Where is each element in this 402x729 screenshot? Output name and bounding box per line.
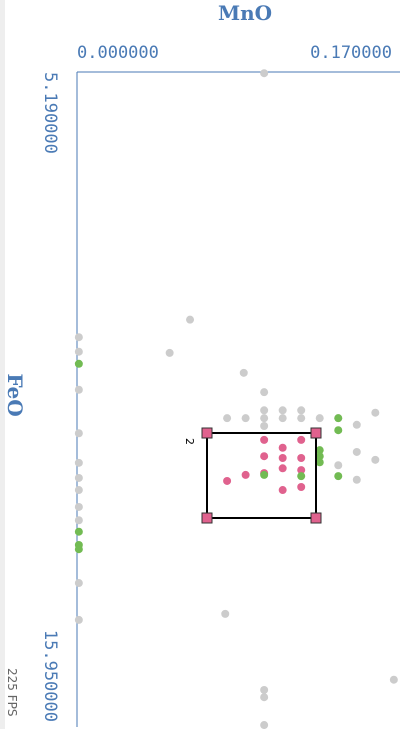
point	[260, 693, 269, 702]
handle[interactable]	[201, 427, 213, 439]
point	[74, 516, 83, 525]
point	[74, 333, 83, 342]
point	[297, 454, 306, 463]
point	[260, 421, 269, 430]
point	[297, 414, 306, 423]
point	[221, 609, 230, 618]
point	[260, 685, 269, 694]
point	[239, 368, 248, 377]
selection-box[interactable]	[206, 432, 317, 519]
point	[74, 347, 83, 356]
point	[241, 470, 250, 479]
point	[352, 447, 361, 456]
point	[315, 452, 324, 461]
point	[278, 414, 287, 423]
point	[278, 486, 287, 495]
plot	[74, 69, 400, 729]
point	[260, 406, 269, 415]
x-tick-label: 0.170000	[310, 43, 392, 63]
handle[interactable]	[310, 512, 322, 524]
point	[278, 443, 287, 452]
handle[interactable]	[201, 512, 213, 524]
point	[74, 429, 83, 438]
point	[223, 414, 232, 423]
handle[interactable]	[310, 427, 322, 439]
fps-label: 225 FPS	[5, 668, 19, 716]
point	[371, 408, 380, 417]
point	[260, 414, 269, 423]
point	[334, 414, 343, 423]
point	[260, 435, 269, 444]
point	[165, 348, 174, 357]
point	[260, 470, 269, 479]
x-tick-label: 0.000000	[77, 43, 159, 63]
y-tick-label: 5.190000	[40, 72, 60, 154]
point	[74, 385, 83, 394]
x-axis-title: MnO	[218, 1, 272, 25]
point	[334, 472, 343, 481]
point	[74, 458, 83, 467]
point	[186, 315, 195, 324]
point	[74, 579, 83, 588]
point	[297, 472, 306, 481]
point	[297, 406, 306, 415]
left-strip	[0, 0, 5, 729]
point	[278, 406, 287, 415]
point	[334, 426, 343, 435]
point	[352, 420, 361, 429]
selection-label: 2	[183, 438, 196, 445]
point	[315, 414, 324, 423]
point	[260, 69, 269, 78]
point	[352, 475, 361, 484]
point	[371, 455, 380, 464]
point	[315, 458, 324, 467]
point	[297, 466, 306, 475]
point	[278, 464, 287, 473]
point	[241, 414, 250, 423]
point	[74, 486, 83, 495]
point	[74, 473, 83, 482]
point	[260, 388, 269, 397]
point	[315, 446, 324, 455]
point	[297, 435, 306, 444]
y-axis-title: FeO	[3, 373, 27, 416]
point	[74, 615, 83, 624]
point	[223, 476, 232, 485]
point	[74, 359, 83, 368]
point	[389, 675, 398, 684]
point	[297, 483, 306, 492]
point	[74, 502, 83, 511]
point	[278, 454, 287, 463]
y-tick-label: 15.950000	[40, 630, 60, 722]
point	[74, 527, 83, 536]
point	[260, 452, 269, 461]
point	[74, 545, 83, 554]
point	[334, 461, 343, 470]
point	[260, 721, 269, 729]
